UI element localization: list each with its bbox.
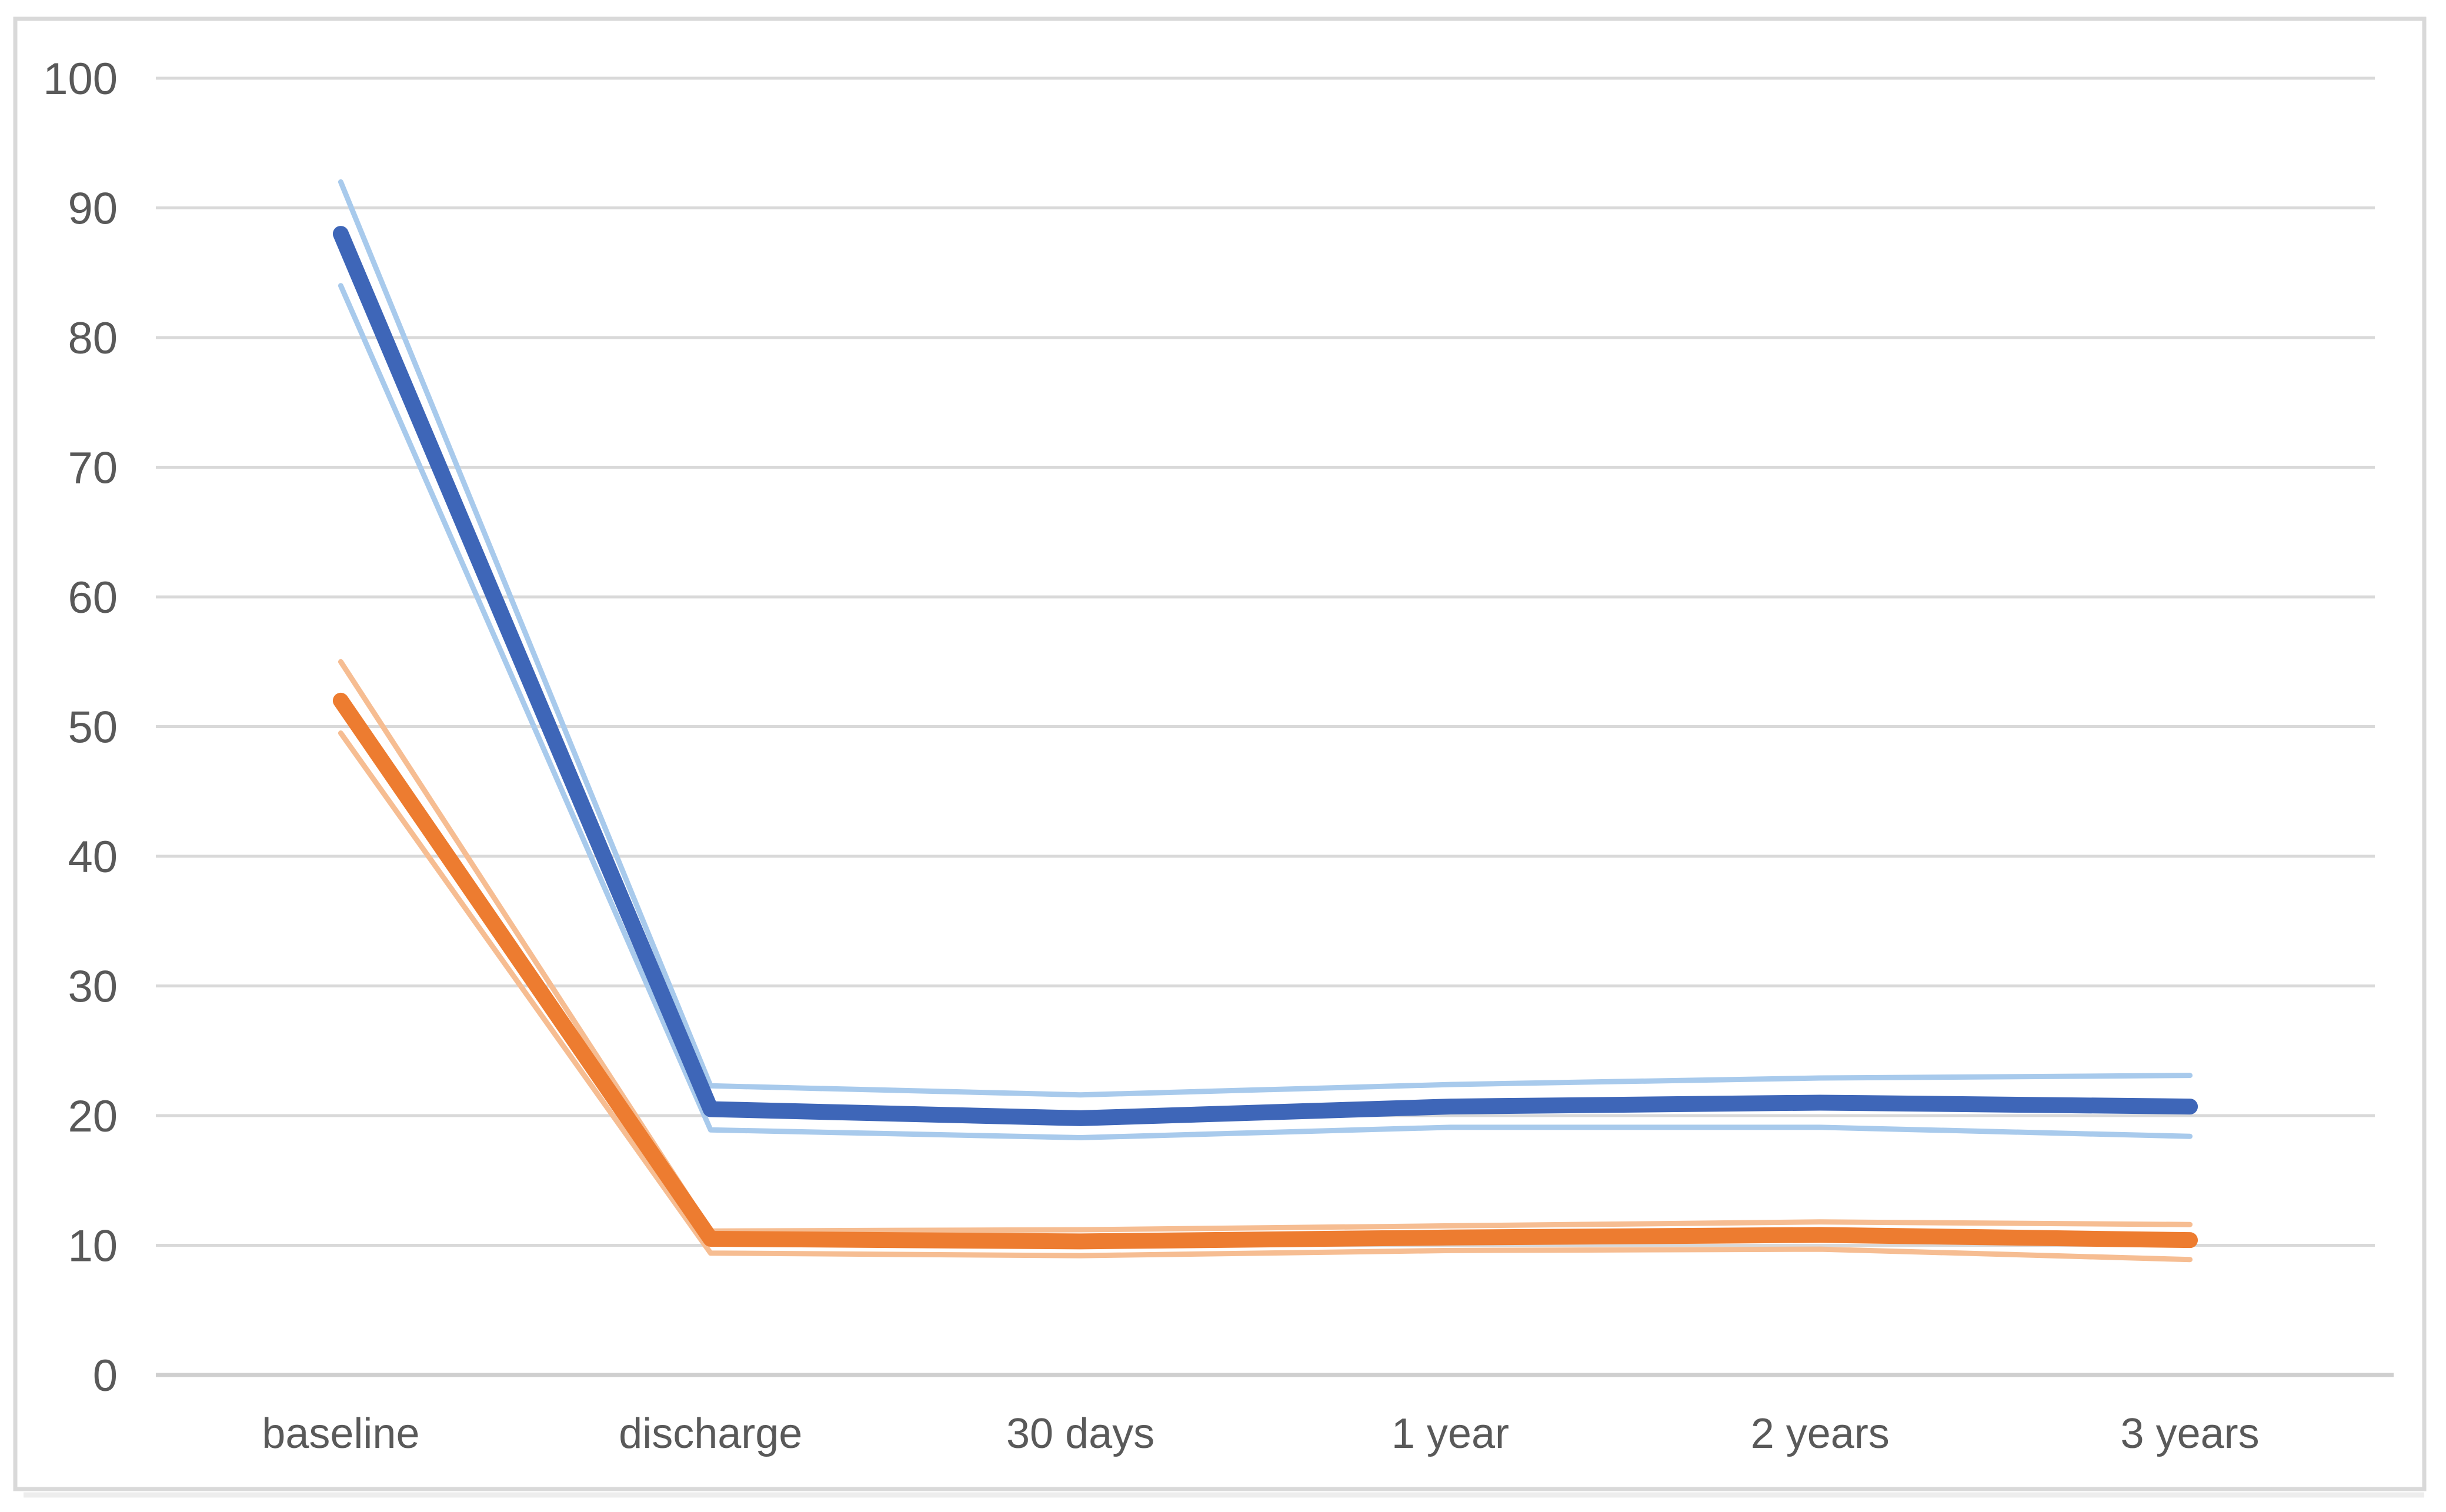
y-tick-label: 50 [68, 703, 118, 753]
y-tick-label: 40 [68, 832, 118, 882]
x-category-label: discharge [619, 1410, 802, 1457]
y-tick-label: 10 [68, 1221, 118, 1271]
series-orange-lower-ci [338, 730, 2193, 1263]
y-tick-label: 20 [68, 1092, 118, 1141]
y-tick-label: 30 [68, 962, 118, 1012]
y-tick-label: 100 [43, 54, 118, 104]
y-tick-label: 90 [68, 184, 118, 234]
series-blue-upper-ci [338, 179, 2193, 1098]
y-tick-label: 70 [68, 443, 118, 493]
series-blue-lower-ci [338, 283, 2193, 1140]
y-tick-label: 80 [68, 313, 118, 363]
y-tick-label: 0 [93, 1351, 118, 1401]
x-category-label: 3 years [2121, 1410, 2260, 1457]
series-blue-main [332, 226, 2198, 1126]
x-category-label: 30 days [1006, 1410, 1154, 1457]
x-category-label: 2 years [1751, 1410, 1890, 1457]
series-orange-main [332, 692, 2198, 1250]
y-tick-label: 60 [68, 573, 118, 623]
x-category-label: 1 year [1391, 1410, 1509, 1457]
x-category-label: baseline [262, 1410, 419, 1457]
